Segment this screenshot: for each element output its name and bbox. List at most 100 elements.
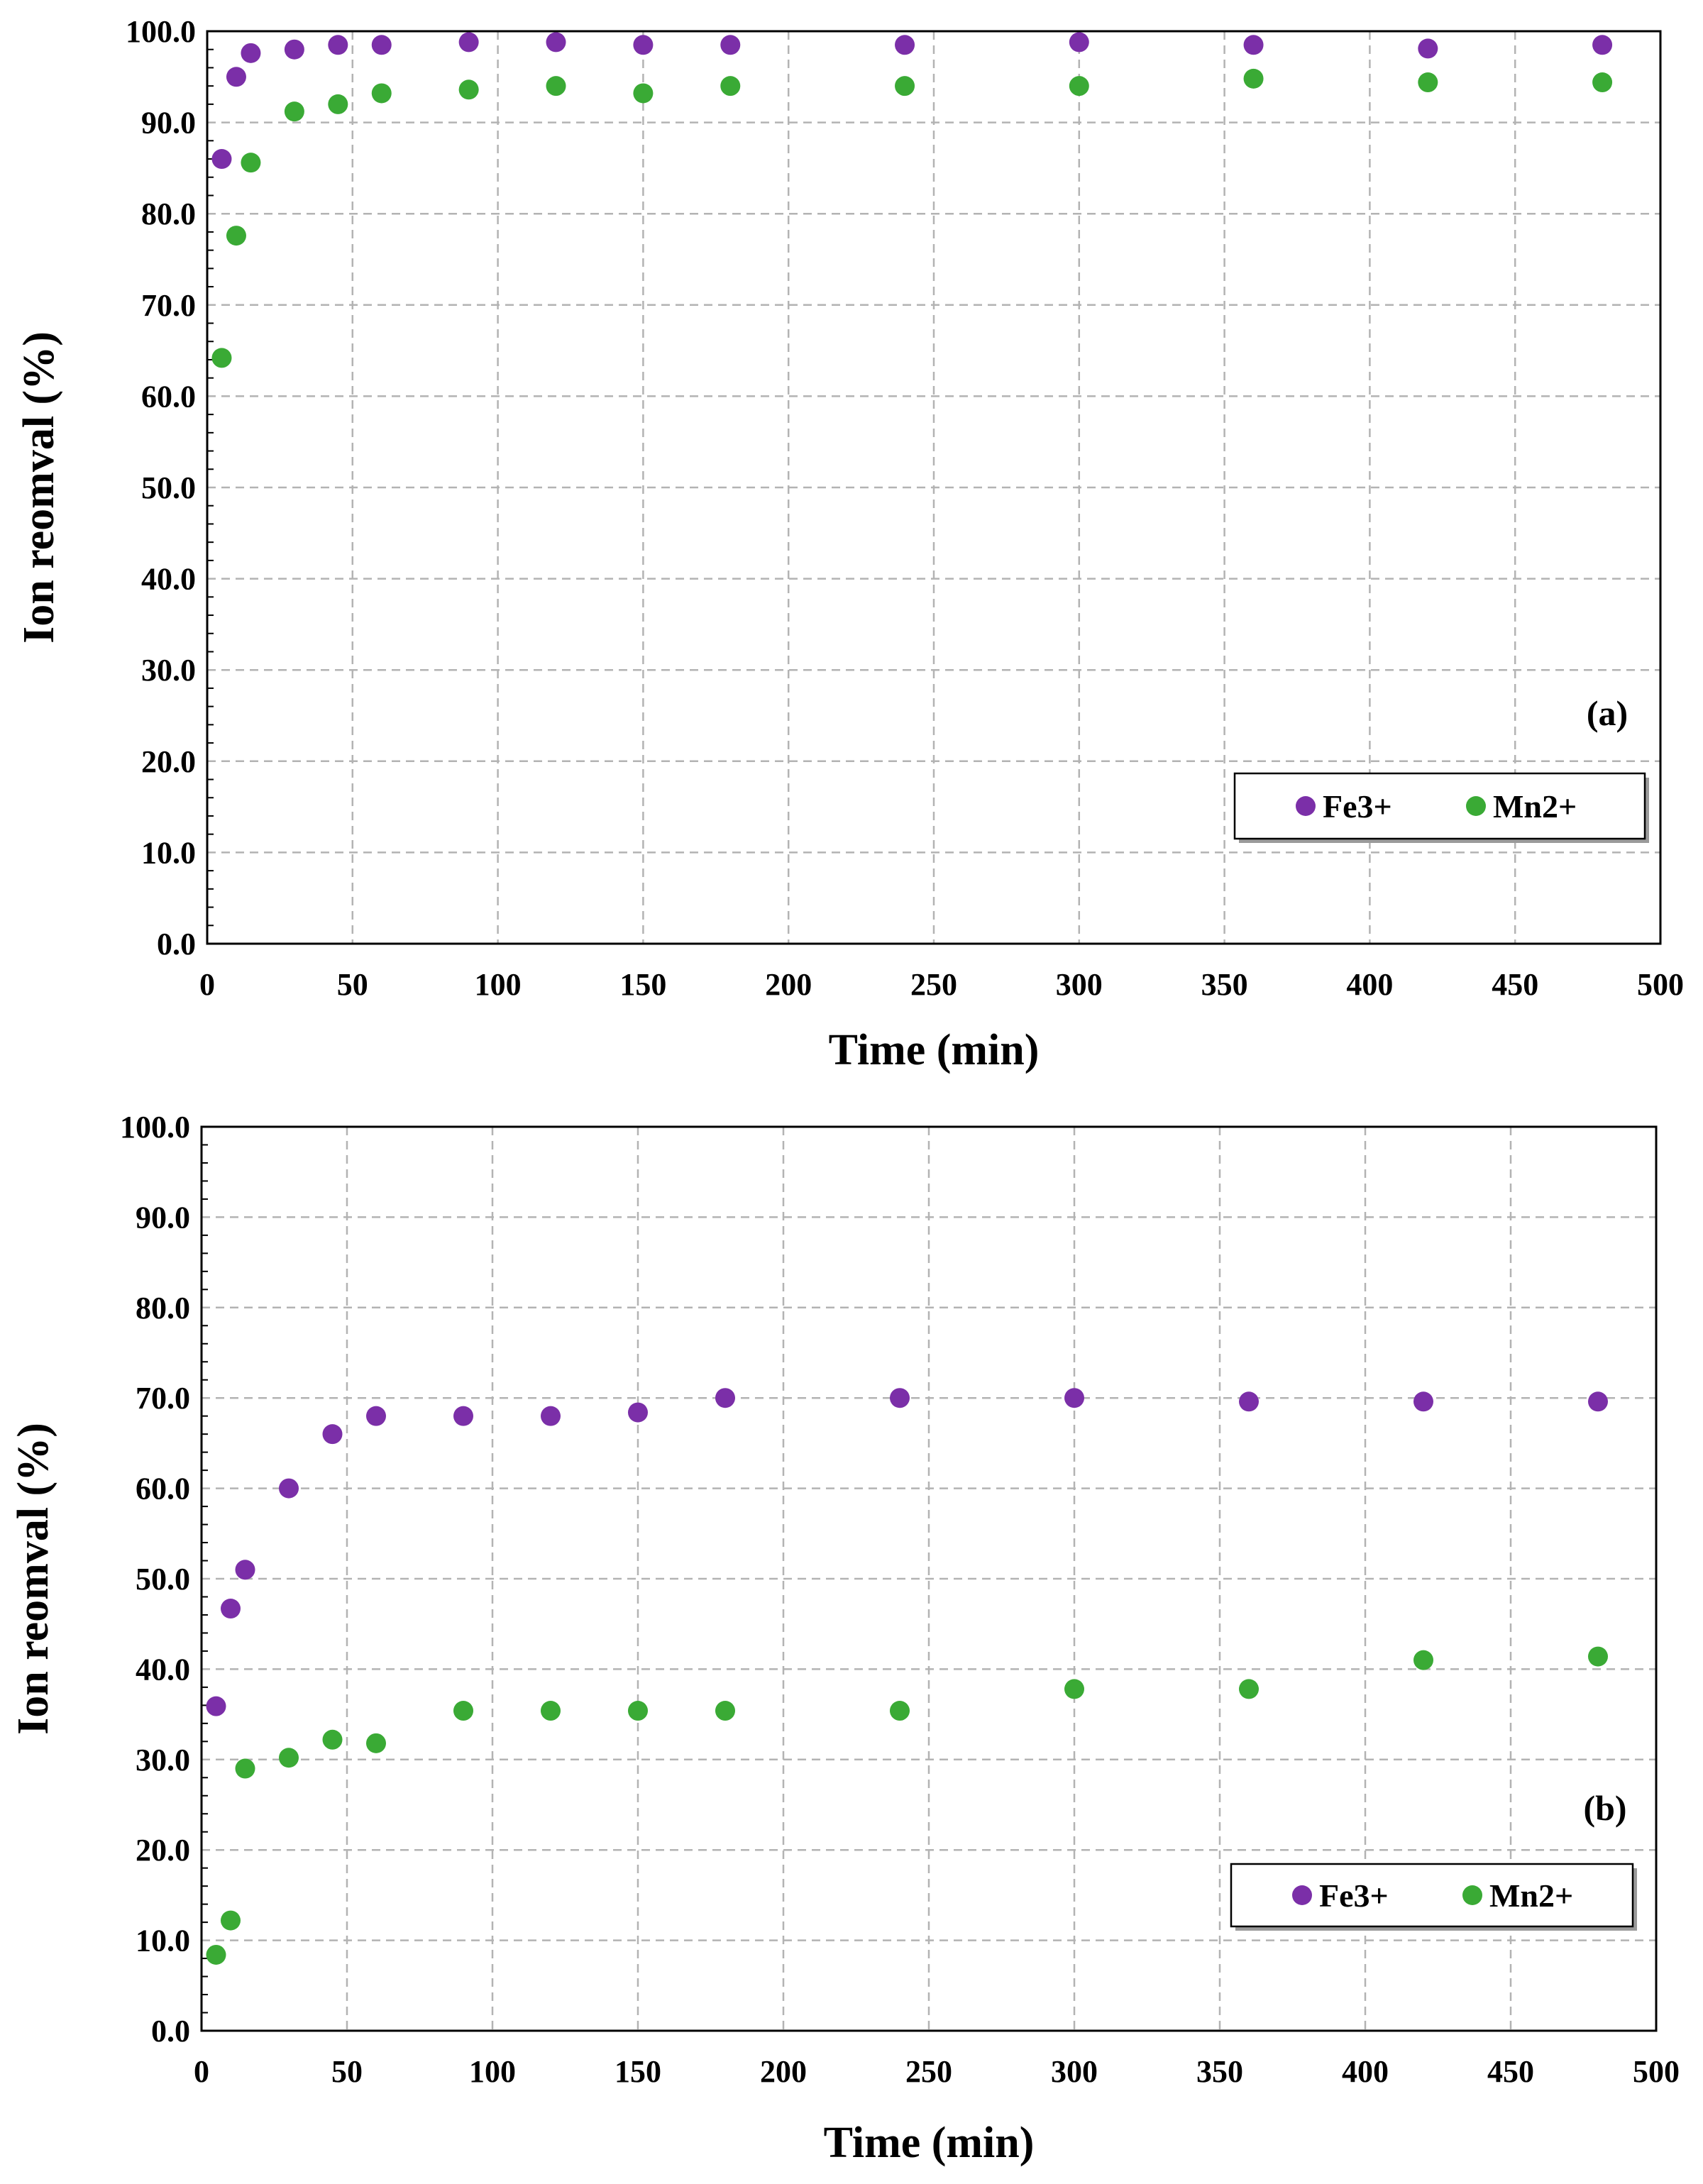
y-tick-label: 20.0 (141, 744, 196, 779)
x-tick-label: 0 (194, 2054, 209, 2089)
data-point (1588, 1391, 1608, 1412)
data-point (715, 1388, 735, 1408)
x-tick-label: 250 (910, 967, 957, 1002)
legend-label: Fe3+ (1319, 1877, 1389, 1914)
data-point (453, 1406, 473, 1426)
data-point (1592, 72, 1613, 93)
data-point (226, 226, 246, 246)
y-axis-title: Ion reomval (%) (15, 331, 63, 644)
y-tick-label: 90.0 (141, 106, 196, 140)
data-point (235, 1758, 255, 1779)
data-point (458, 32, 479, 53)
data-point (328, 35, 348, 55)
x-tick-label: 100 (469, 2054, 516, 2089)
x-tick-label: 500 (1637, 967, 1684, 1002)
x-tick-label: 100 (475, 967, 522, 1002)
data-point (628, 1701, 648, 1721)
y-tick-label: 70.0 (141, 288, 196, 323)
y-tick-label: 80.0 (136, 1291, 190, 1325)
data-point (1243, 68, 1264, 89)
y-tick-label: 40.0 (136, 1652, 190, 1687)
data-point (211, 348, 232, 368)
x-tick-label: 200 (760, 2054, 807, 2089)
x-axis-title: Time (min) (829, 1026, 1040, 1074)
data-point (284, 39, 304, 60)
data-point (541, 1406, 561, 1426)
legend-label: Mn2+ (1493, 788, 1577, 824)
data-point (895, 76, 915, 96)
legend: Fe3+ Mn2+ (1233, 772, 1649, 843)
data-point (221, 1599, 241, 1619)
data-point (715, 1701, 735, 1721)
data-point (328, 94, 348, 114)
legend-label: Mn2+ (1489, 1877, 1573, 1914)
data-point (1069, 76, 1089, 96)
x-tick-label: 250 (905, 2054, 952, 2089)
data-point (371, 83, 392, 104)
data-point (1064, 1679, 1084, 1699)
panel-a: 0.0 10.0 20.0 30.0 40.0 50.0 60.0 70.0 80.0 90.0 1… (15, 14, 1684, 1074)
x-tick-label: 350 (1196, 2054, 1243, 2089)
y-tick-label: 100.0 (120, 1110, 190, 1145)
series-mn2 (206, 1646, 1608, 1965)
series-fe3 (206, 1388, 1608, 1716)
data-point (1418, 38, 1438, 59)
legend-marker (1292, 1885, 1312, 1905)
y-tick-label: 80.0 (141, 197, 196, 231)
x-tick-label: 300 (1051, 2054, 1098, 2089)
data-point (720, 35, 741, 55)
data-point (235, 1560, 255, 1580)
legend-marker (1296, 796, 1316, 816)
panel-label: (b) (1583, 1788, 1626, 1828)
data-point (720, 76, 741, 96)
legend: Fe3+ Mn2+ (1230, 1863, 1637, 1931)
data-point (890, 1701, 910, 1721)
data-point (1588, 1646, 1608, 1667)
legend-marker (1462, 1885, 1482, 1905)
data-point (366, 1733, 386, 1753)
data-point (322, 1424, 343, 1445)
data-point (453, 1701, 473, 1721)
series-fe3 (211, 32, 1613, 170)
data-point (633, 35, 654, 55)
data-point (1064, 1388, 1084, 1408)
x-tick-label: 300 (1056, 967, 1103, 1002)
data-point (458, 79, 479, 100)
data-point (546, 76, 566, 96)
x-tick-label: 150 (614, 2054, 661, 2089)
data-point (628, 1402, 648, 1423)
data-point (546, 32, 566, 53)
y-tick-label: 60.0 (141, 379, 196, 414)
data-point (895, 35, 915, 55)
legend-marker (1466, 796, 1486, 816)
y-tick-label: 30.0 (136, 1743, 190, 1777)
data-point (211, 149, 232, 170)
x-tick-label: 500 (1633, 2054, 1680, 2089)
data-point (541, 1701, 561, 1721)
data-point (633, 83, 654, 104)
x-tick-label: 400 (1342, 2054, 1389, 2089)
y-tick-label: 70.0 (136, 1381, 190, 1416)
data-point (371, 35, 392, 55)
y-tick-label: 0.0 (151, 2014, 190, 2048)
data-point (1418, 72, 1438, 93)
data-point (1413, 1391, 1433, 1412)
series-mn2 (211, 68, 1613, 368)
plot-frame (200, 1125, 1658, 2032)
data-point (322, 1729, 343, 1750)
x-tick-label: 50 (331, 2054, 363, 2089)
y-tick-label: 50.0 (136, 1562, 190, 1596)
y-axis-title: Ion reomval (%) (9, 1423, 57, 1735)
data-point (226, 67, 246, 87)
y-tick-label: 50.0 (141, 470, 196, 505)
x-axis-title: Time (min) (824, 2119, 1035, 2167)
x-tick-label: 200 (765, 967, 812, 1002)
y-tick-label: 30.0 (141, 653, 196, 688)
x-tick-label: 450 (1492, 967, 1538, 1002)
x-tick-label: 400 (1346, 967, 1393, 1002)
y-tick-label: 60.0 (136, 1472, 190, 1506)
x-tick-label: 50 (337, 967, 368, 1002)
data-point (241, 43, 261, 63)
data-point (206, 1944, 226, 1965)
